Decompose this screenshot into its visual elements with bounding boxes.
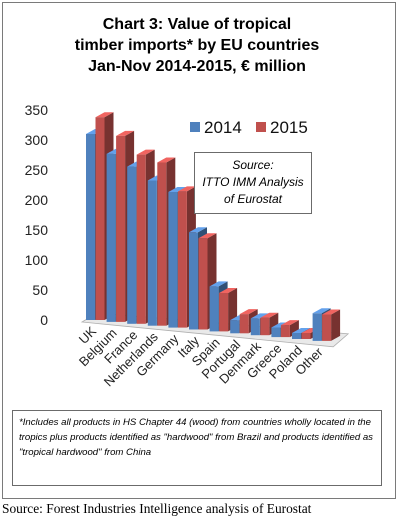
- y-tick-label: 350: [25, 102, 49, 118]
- y-tick-label: 0: [40, 312, 48, 328]
- bars: [86, 112, 341, 341]
- source-note-box: Source: ITTO IMM Analysis of Eurostat: [194, 152, 312, 214]
- legend: 2014 2015: [190, 118, 308, 137]
- chart-title: Chart 3: Value of tropical timber import…: [0, 14, 394, 77]
- y-tick-label: 50: [32, 282, 48, 298]
- y-axis: 0 50 100 150 200 250 300 350: [25, 102, 49, 328]
- figure-caption: Source: Forest Industries Intelligence a…: [2, 501, 312, 516]
- legend-label: 2015: [270, 118, 308, 137]
- legend-swatch: [256, 122, 266, 132]
- legend-swatch: [190, 122, 200, 132]
- source-note-line-1: Source:: [232, 158, 274, 172]
- y-tick-label: 250: [25, 162, 49, 178]
- footnote: *Includes all products in HS Chapter 44 …: [12, 410, 382, 486]
- y-tick-label: 150: [25, 222, 49, 238]
- source-note-line-2: ITTO IMM Analysis: [202, 175, 304, 189]
- chart-title-line-1: Chart 3: Value of tropical: [102, 16, 292, 33]
- bar-2015-other: [322, 309, 341, 341]
- y-tick-label: 200: [25, 192, 49, 208]
- legend-label: 2014: [204, 118, 242, 137]
- y-tick-label: 300: [25, 132, 49, 148]
- y-tick-label: 100: [25, 252, 49, 268]
- source-note-line-3: of Eurostat: [223, 192, 283, 206]
- chart-title-line-2: timber imports* by EU countries: [74, 37, 320, 54]
- chart-title-line-3: Jan-Nov 2014-2015, € million: [88, 58, 306, 75]
